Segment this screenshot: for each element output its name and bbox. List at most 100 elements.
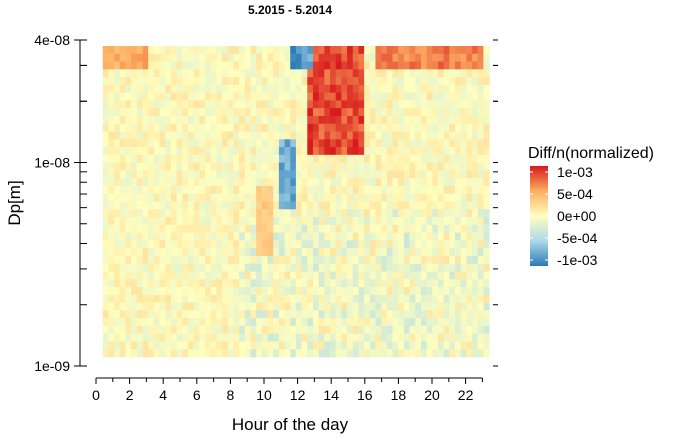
heat-cell bbox=[330, 279, 337, 288]
heat-cell bbox=[148, 209, 155, 218]
heat-cell bbox=[375, 349, 382, 358]
heat-cell bbox=[290, 310, 297, 319]
heat-cell bbox=[267, 84, 274, 94]
heat-cell bbox=[170, 84, 177, 94]
heat-cell bbox=[244, 349, 251, 358]
heat-cell bbox=[472, 84, 479, 94]
heat-cell bbox=[210, 123, 217, 132]
heat-cell bbox=[136, 193, 143, 202]
heat-cell bbox=[466, 302, 473, 311]
heat-cell bbox=[415, 325, 422, 335]
heat-cell bbox=[472, 53, 479, 62]
heat-cell bbox=[443, 69, 450, 78]
heat-cell bbox=[114, 310, 121, 319]
heat-cell bbox=[205, 325, 212, 335]
heat-cell bbox=[227, 318, 234, 327]
heat-cell bbox=[449, 341, 456, 350]
heat-cell bbox=[182, 325, 189, 335]
heat-cell bbox=[455, 287, 462, 296]
heat-cell bbox=[244, 77, 251, 86]
heat-cell bbox=[312, 139, 320, 148]
heat-cell bbox=[267, 255, 274, 265]
heat-cell bbox=[290, 92, 297, 101]
heat-cell bbox=[284, 61, 291, 70]
heat-cell bbox=[398, 279, 405, 288]
heat-cell bbox=[347, 341, 354, 350]
heat-cell bbox=[233, 287, 240, 296]
heat-cell bbox=[352, 92, 359, 101]
heat-cell bbox=[477, 84, 484, 94]
heat-cell bbox=[392, 240, 399, 249]
heat-cell bbox=[233, 217, 240, 226]
heat-cell bbox=[182, 248, 189, 257]
heat-cell bbox=[295, 294, 302, 303]
heat-cell bbox=[420, 310, 428, 319]
heat-cell bbox=[216, 349, 223, 358]
heat-cell bbox=[256, 333, 263, 342]
heat-cell bbox=[205, 77, 212, 86]
heat-cell bbox=[301, 178, 308, 187]
heat-cell bbox=[352, 209, 359, 218]
heat-cell bbox=[347, 271, 354, 280]
heat-cell bbox=[227, 46, 234, 55]
heat-cell bbox=[278, 154, 285, 164]
heat-cell bbox=[244, 139, 251, 148]
heat-cell bbox=[301, 92, 308, 101]
heat-cell bbox=[335, 201, 342, 210]
heat-cell bbox=[250, 84, 257, 94]
heat-cell bbox=[227, 240, 234, 249]
heat-cell bbox=[273, 46, 280, 55]
heat-cell bbox=[267, 193, 274, 202]
heat-cell bbox=[341, 209, 348, 218]
heat-cell bbox=[381, 53, 388, 62]
heat-cell bbox=[227, 131, 234, 140]
heat-cell bbox=[324, 325, 331, 335]
heat-cell bbox=[381, 123, 388, 132]
heat-cell bbox=[392, 170, 399, 179]
heat-cell bbox=[403, 232, 410, 241]
heat-cell bbox=[148, 318, 155, 327]
heat-cell bbox=[347, 100, 354, 109]
heat-cell bbox=[335, 287, 342, 296]
heat-cell bbox=[415, 248, 422, 257]
heat-cell bbox=[131, 279, 138, 288]
heat-cell bbox=[165, 217, 172, 226]
heat-cell bbox=[199, 224, 206, 234]
heat-cell bbox=[261, 255, 268, 265]
heat-cell bbox=[108, 318, 115, 327]
heat-cell bbox=[330, 232, 337, 241]
heat-cell bbox=[114, 53, 121, 62]
heat-cell bbox=[182, 201, 189, 210]
heat-cell bbox=[335, 61, 342, 70]
heat-cell bbox=[278, 263, 285, 272]
heat-cell bbox=[483, 224, 490, 234]
heat-cell bbox=[307, 232, 314, 241]
heat-cell bbox=[432, 318, 439, 327]
heat-cell bbox=[176, 240, 183, 249]
heat-cell bbox=[278, 240, 285, 249]
heat-cell bbox=[227, 294, 234, 303]
heat-cell bbox=[102, 248, 109, 257]
heat-cell bbox=[193, 349, 200, 358]
heat-cell bbox=[153, 294, 160, 303]
heat-cell bbox=[381, 178, 388, 187]
heat-cell bbox=[347, 123, 354, 132]
heat-cell bbox=[375, 162, 382, 171]
heat-cell bbox=[472, 185, 479, 195]
heat-cell bbox=[432, 209, 439, 218]
heat-cell bbox=[210, 240, 217, 249]
heat-cell bbox=[364, 108, 371, 117]
heat-cell bbox=[125, 302, 132, 311]
heat-cell bbox=[324, 193, 331, 202]
heat-cell bbox=[187, 294, 195, 303]
heat-cell bbox=[273, 92, 280, 101]
heat-cell bbox=[176, 302, 183, 311]
heat-cell bbox=[250, 349, 257, 358]
heat-cell bbox=[165, 53, 172, 62]
heat-cell bbox=[136, 349, 143, 358]
heat-cell bbox=[295, 248, 302, 257]
heat-cell bbox=[358, 240, 365, 249]
heat-cell bbox=[159, 224, 166, 234]
heat-cell bbox=[239, 178, 246, 187]
heat-cell bbox=[398, 69, 405, 78]
